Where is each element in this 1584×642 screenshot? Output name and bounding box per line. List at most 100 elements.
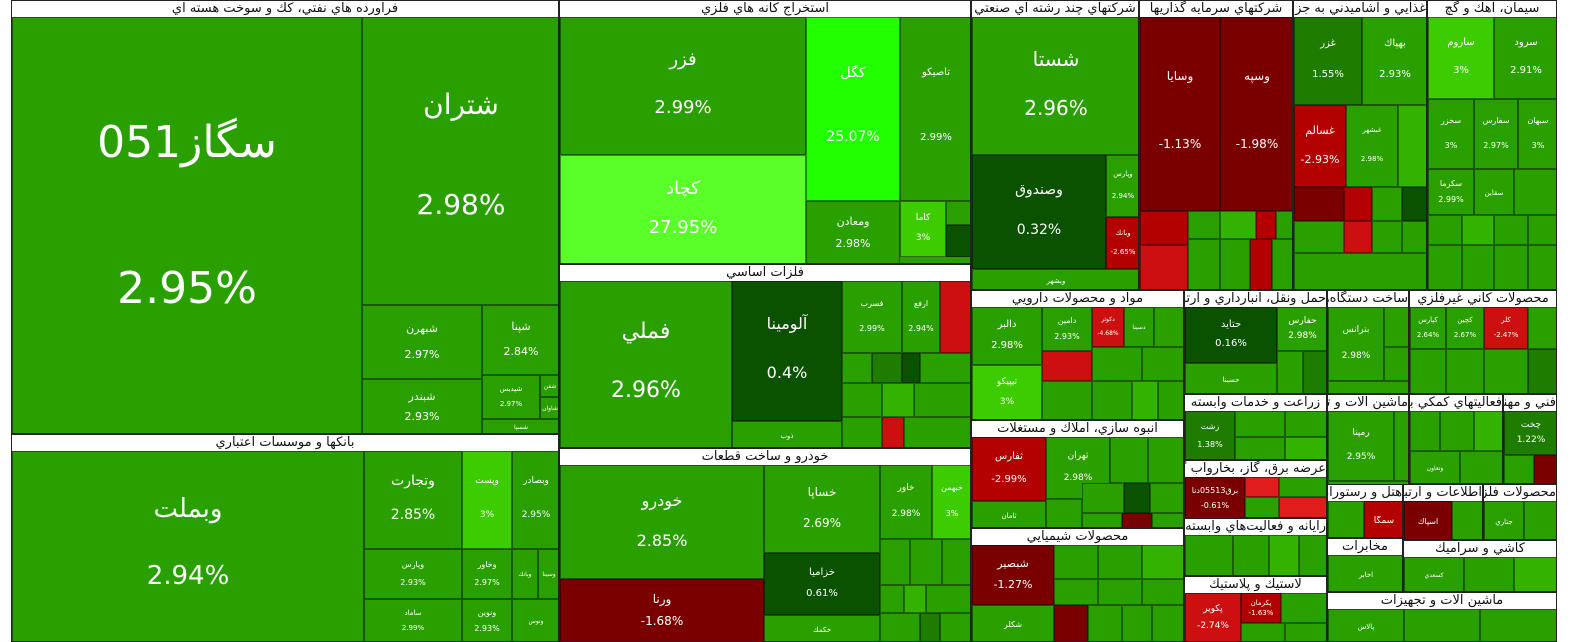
stock-tile[interactable]: وبشهر — [972, 269, 1138, 289]
stock-tile[interactable]: شسپا — [482, 419, 558, 433]
mini-tile[interactable] — [1285, 623, 1326, 641]
mini-tile[interactable] — [1528, 245, 1556, 289]
mini-tile[interactable] — [1494, 215, 1528, 245]
mini-tile[interactable] — [940, 281, 970, 353]
stock-tile[interactable]: كپارس 2.64% — [1410, 307, 1446, 349]
sector-metal-ore[interactable]: استخراج كانه هاي فلزي فزر 2.99% كگل 25.07%… — [559, 0, 971, 264]
stock-tile[interactable]: فسرب 2.99% — [842, 281, 902, 353]
stock-tile[interactable]: كچاد 27.95% — [560, 155, 806, 263]
sector-metal-products[interactable]: محصولات فلزي جتاري — [1483, 484, 1557, 540]
mini-tile[interactable] — [1154, 307, 1183, 347]
stock-tile[interactable]: وبانك — [512, 549, 538, 599]
stock-tile[interactable]: دامين 2.93% — [1042, 307, 1092, 351]
sector-automotive[interactable]: خودرو و ساخت قطعات خودرو 2.85% خساپا 2.69%… — [559, 448, 971, 642]
stock-tile[interactable]: سگاز051 2.95% — [12, 17, 362, 433]
stock-tile[interactable]: سخزر 3% — [1428, 99, 1474, 169]
mini-tile[interactable] — [1410, 411, 1440, 451]
mini-tile[interactable] — [1440, 411, 1474, 451]
stock-tile[interactable]: آلومينا 0.4% — [732, 281, 842, 421]
stock-tile[interactable]: ثهران 2.98% — [1046, 437, 1110, 499]
stock-tile[interactable]: وتعاون — [1410, 451, 1460, 483]
mini-tile[interactable] — [1245, 477, 1279, 497]
mini-tile[interactable] — [1042, 381, 1092, 419]
stock-tile[interactable]: ذوب — [732, 421, 842, 447]
stock-tile[interactable]: دكوثر -4.68% — [1092, 307, 1124, 347]
stock-tile[interactable]: وپارس 2.93% — [364, 549, 462, 599]
sector-power[interactable]: عرضه برق، گاز، بخاروآب گرم برق05513دنا -0… — [1184, 460, 1327, 518]
mini-tile[interactable] — [1294, 221, 1344, 253]
mini-tile[interactable] — [1524, 501, 1556, 539]
mini-tile[interactable] — [1142, 347, 1183, 381]
mini-tile[interactable] — [880, 585, 904, 613]
stock-tile[interactable]: سبهان 3% — [1518, 99, 1556, 169]
stock-tile[interactable]: وصندوق 0.32% — [972, 155, 1106, 269]
mini-tile[interactable] — [902, 353, 920, 383]
stock-tile[interactable]: ثفارس -2.99% — [972, 437, 1046, 501]
stock-tile[interactable]: سمگا — [1364, 501, 1402, 537]
mini-tile[interactable] — [882, 383, 914, 417]
stock-tile[interactable]: خودرو 2.85% — [560, 465, 764, 579]
mini-tile[interactable] — [1372, 221, 1402, 253]
mini-tile[interactable] — [1046, 499, 1082, 527]
stock-tile[interactable]: غبشهر 2.98% — [1346, 105, 1398, 187]
stock-tile[interactable]: برق05513دنا -0.61% — [1185, 477, 1245, 517]
mini-tile[interactable] — [1233, 535, 1269, 575]
sector-computer[interactable]: رايانه و فعاليت‌هاي وابسته به آن — [1184, 518, 1327, 576]
stock-tile[interactable]: وسپه -1.98% — [1220, 17, 1292, 211]
stock-tile[interactable]: چخت 1.22% — [1504, 411, 1556, 455]
sector-pharma[interactable]: مواد و محصولات دارويي دالبر 2.98% دامين 2.… — [971, 290, 1184, 420]
mini-tile[interactable] — [1281, 593, 1326, 623]
stock-tile[interactable]: وسينا — [538, 549, 558, 599]
stock-tile[interactable]: تاصيكو 2.99% — [900, 17, 970, 201]
mini-tile[interactable] — [882, 417, 904, 447]
sector-cement[interactable]: سيمان، آهك و گچ ساروم 3% سرود 2.91% سخزر 3%… — [1427, 0, 1557, 290]
mini-tile[interactable] — [1394, 411, 1408, 481]
sector-investments[interactable]: شركتهاي سرمايه گذاريها وسايا -1.13% وسپه -… — [1139, 0, 1293, 290]
mini-tile[interactable] — [1092, 381, 1132, 419]
mini-tile[interactable] — [946, 225, 970, 257]
stock-tile[interactable]: ساروم 3% — [1428, 17, 1494, 99]
mini-tile[interactable] — [1484, 349, 1528, 393]
mini-tile[interactable] — [1402, 221, 1426, 253]
sector-food[interactable]: غذايي و آشاميدني به جز قند و شكر غزر 1.55… — [1293, 0, 1427, 290]
mini-tile[interactable] — [1279, 497, 1326, 517]
mini-tile[interactable] — [1152, 513, 1183, 527]
mini-tile[interactable] — [1294, 187, 1344, 221]
mini-tile[interactable] — [1235, 411, 1285, 437]
sector-it[interactable]: اطلاعات و ارتباطات اسپاك — [1403, 484, 1483, 540]
mini-tile[interactable] — [1372, 187, 1402, 221]
stock-tile[interactable]: شفن — [540, 375, 558, 397]
stock-tile[interactable]: حتايد 0.16% — [1185, 307, 1277, 363]
mini-tile[interactable] — [1042, 351, 1092, 381]
stock-tile[interactable]: شبصير -1.27% — [972, 545, 1054, 605]
mini-tile[interactable] — [1460, 451, 1502, 483]
mini-tile[interactable] — [942, 539, 970, 585]
mini-tile[interactable] — [842, 353, 872, 383]
mini-tile[interactable] — [1124, 483, 1150, 513]
mini-tile[interactable] — [1152, 605, 1183, 641]
stock-tile[interactable]: شبهرن 2.97% — [362, 305, 482, 379]
mini-tile[interactable] — [1303, 351, 1326, 393]
sector-banks[interactable]: بانكها و موسسات اعتباري وبملت 2.94% وتجار… — [11, 434, 559, 642]
sector-agriculture[interactable]: زراعت و خدمات وابسته زشت 1.38% — [1184, 394, 1327, 460]
sector-transport[interactable]: حمل ونقل، انبارداري و ارتباطات حتايد 0.16… — [1184, 290, 1327, 394]
stock-tile[interactable]: كسعدي — [1404, 557, 1464, 591]
stock-tile[interactable]: ثامان — [972, 501, 1046, 527]
sector-oil-products[interactable]: فراورده هاي نفتي، كك و سوخت هسته اي سگاز… — [11, 0, 559, 434]
mini-tile[interactable] — [1285, 411, 1326, 437]
mini-tile[interactable] — [1185, 535, 1233, 575]
stock-tile[interactable]: تيپيكو 3% — [972, 365, 1042, 419]
mini-tile[interactable] — [1158, 381, 1183, 419]
mini-tile[interactable] — [1410, 349, 1446, 393]
stock-tile[interactable]: وسايا -1.13% — [1140, 17, 1220, 211]
mini-tile[interactable] — [1480, 609, 1556, 641]
stock-tile[interactable]: وپست 3% — [462, 451, 512, 549]
mini-tile[interactable] — [1494, 245, 1528, 289]
mini-tile[interactable] — [1398, 105, 1426, 187]
mini-tile[interactable] — [1220, 239, 1250, 289]
stock-tile[interactable]: ساماد 2.99% — [364, 599, 462, 641]
sector-engineering[interactable]: فني و مهندسي چخت 1.22% — [1503, 394, 1557, 484]
mini-tile[interactable] — [1272, 239, 1292, 289]
stock-tile[interactable]: پكرمان -1.63% — [1241, 593, 1281, 623]
mini-tile[interactable] — [1344, 187, 1372, 221]
